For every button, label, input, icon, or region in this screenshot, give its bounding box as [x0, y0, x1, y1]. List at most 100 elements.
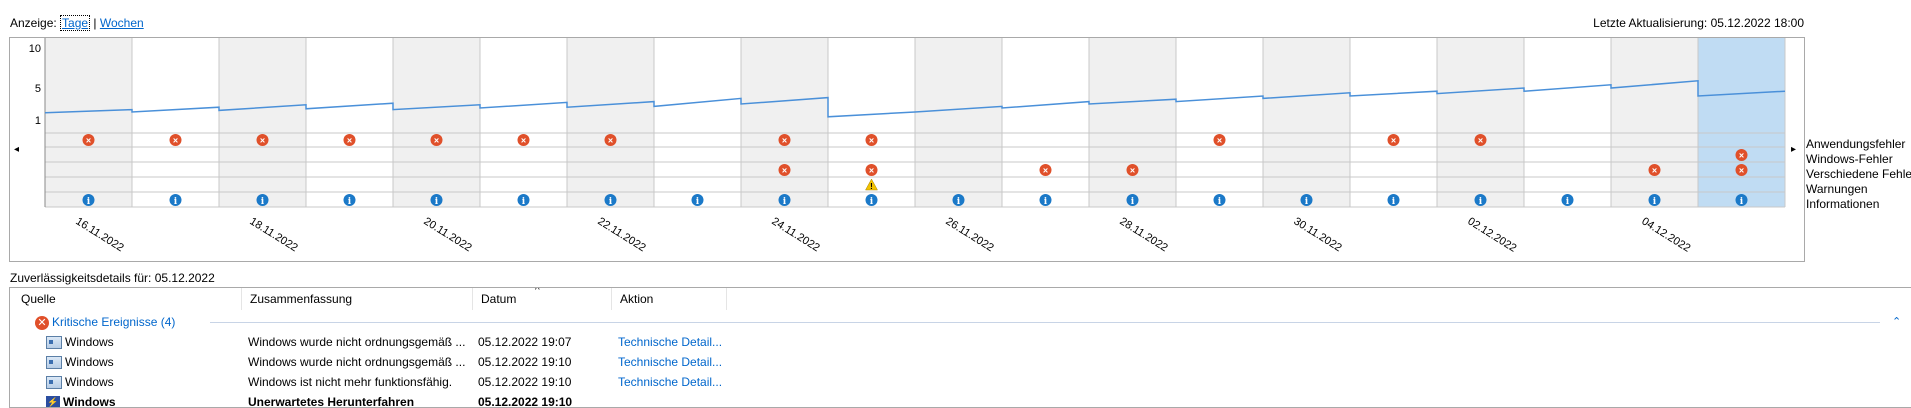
error-mark: × [1130, 166, 1135, 176]
app-error-icon [1213, 134, 1226, 146]
info-mark: i [1740, 197, 1744, 207]
day-column [654, 38, 741, 207]
technical-details-link[interactable]: Technische Detail... [618, 355, 723, 369]
error-mark: × [434, 136, 439, 146]
info-icon [1648, 194, 1661, 206]
app-error-icon [517, 134, 530, 146]
group-critical-label: ✕ Kritische Ereignisse (4) [35, 312, 175, 332]
y-tick-label: 1 [35, 115, 41, 127]
error-mark: × [1652, 166, 1657, 176]
info-icon [169, 194, 182, 206]
windows-error-icon [1735, 149, 1748, 161]
x-tick-label: 20.11.2022 [421, 215, 473, 254]
warning-mark: ! [870, 182, 873, 191]
info-icon [691, 194, 704, 206]
technical-details-link[interactable]: Technische Detail... [618, 375, 723, 389]
y-tick-label: 10 [29, 43, 41, 55]
app-error-icon [430, 134, 443, 146]
collapse-group-button[interactable]: ⌃ [1892, 316, 1902, 328]
error-mark: × [86, 136, 91, 146]
info-mark: i [1392, 197, 1396, 207]
error-mark: × [1739, 151, 1744, 161]
error-icon: ✕ [35, 315, 49, 330]
info-mark: i [348, 197, 352, 207]
group-header-critical[interactable]: ✕ Kritische Ereignisse (4) ⌃ [10, 312, 1910, 332]
category-label-app-errors: Anwendungsfehler [1806, 137, 1906, 151]
day-column [1263, 38, 1350, 207]
error-mark: × [1217, 136, 1222, 146]
app-error-icon [343, 134, 356, 146]
info-mark: i [174, 197, 178, 207]
category-label-information: Informationen [1806, 197, 1880, 211]
info-mark: i [1131, 197, 1135, 207]
info-mark: i [1653, 197, 1657, 207]
misc-error-icon [1039, 164, 1052, 176]
app-error-icon [256, 134, 269, 146]
weeks-link[interactable]: Wochen [99, 16, 144, 30]
day-column [1350, 38, 1437, 207]
table-row[interactable]: Windows Windows wurde nicht ordnungsgemäß… [10, 332, 1910, 352]
app-error-icon [82, 134, 95, 146]
column-header-source[interactable]: Quelle [13, 288, 242, 310]
view-selector: Anzeige: Tage | Wochen [10, 15, 144, 31]
day-column [567, 38, 654, 207]
table-row[interactable]: ⚡ Windows Unerwartetes Herunterfahren 05.12… [10, 392, 1910, 408]
app-error-icon [1387, 134, 1400, 146]
misc-error-icon [778, 164, 791, 176]
row-source-text: Windows [65, 335, 114, 349]
row-source: Windows [46, 332, 114, 352]
reliability-chart-svg: 10 5 1 × × × × × × × × × × × × × × × × × × ×! i i i i i i i i i i i i i i i i… [29, 38, 1786, 255]
row-source: Windows [46, 372, 114, 392]
x-tick-label: 26.11.2022 [943, 215, 995, 254]
scroll-left-button[interactable]: ◂ [14, 144, 20, 155]
day-column [219, 38, 306, 207]
shutdown-icon: ⚡ [46, 396, 60, 408]
day-column [741, 38, 828, 207]
info-mark: i [1566, 197, 1570, 207]
info-icon [1039, 194, 1052, 206]
column-header-action[interactable]: Aktion [612, 288, 727, 310]
error-mark: × [1478, 136, 1483, 146]
group-critical-text: Kritische Ereignisse (4) [52, 315, 176, 329]
day-column[interactable] [1698, 38, 1785, 207]
row-summary: Unerwartetes Herunterfahren [248, 395, 415, 408]
y-tick-label: 5 [35, 83, 41, 95]
days-link[interactable]: Tage [60, 15, 91, 31]
table-row[interactable]: Windows Windows ist nicht mehr funktionsf… [10, 372, 1910, 392]
info-mark: i [87, 197, 91, 207]
day-column [1002, 38, 1089, 207]
info-icon [256, 194, 269, 206]
info-mark: i [261, 197, 265, 207]
column-header-summary[interactable]: Zusammenfassung [242, 288, 473, 310]
error-mark: × [173, 136, 178, 146]
day-column [1524, 38, 1611, 207]
window-icon [46, 356, 62, 370]
error-mark: × [521, 136, 526, 146]
misc-error-icon [1735, 164, 1748, 176]
error-mark: × [347, 136, 352, 146]
row-summary: Windows wurde nicht ordnungsgemäß ... [248, 335, 466, 349]
info-mark: i [1305, 197, 1309, 207]
row-source: ⚡ Windows [46, 392, 116, 408]
day-column [1176, 38, 1263, 207]
x-tick-label: 28.11.2022 [1117, 215, 1169, 254]
x-tick-label: 22.11.2022 [595, 215, 647, 254]
view-separator: | [93, 16, 97, 30]
day-column [1611, 38, 1698, 207]
category-label-windows-errors: Windows-Fehler [1806, 152, 1893, 166]
row-source-text: Windows [65, 355, 114, 369]
table-row[interactable]: Windows Windows wurde nicht ordnungsgemäß… [10, 352, 1910, 372]
info-mark: i [609, 197, 613, 207]
row-source-text: Windows [65, 375, 114, 389]
scroll-right-button[interactable]: ▸ [1791, 144, 1797, 155]
info-icon [1213, 194, 1226, 206]
info-mark: i [870, 197, 874, 207]
column-header-date[interactable]: Datum ^ [473, 288, 612, 310]
info-icon [1126, 194, 1139, 206]
technical-details-link[interactable]: Technische Detail... [618, 335, 723, 349]
error-mark: × [608, 136, 613, 146]
row-date: 05.12.2022 19:10 [478, 395, 573, 408]
last-update-text: Letzte Aktualisierung: 05.12.2022 18:00 [1593, 16, 1804, 30]
info-icon [778, 194, 791, 206]
stability-index-line [44, 79, 1786, 118]
